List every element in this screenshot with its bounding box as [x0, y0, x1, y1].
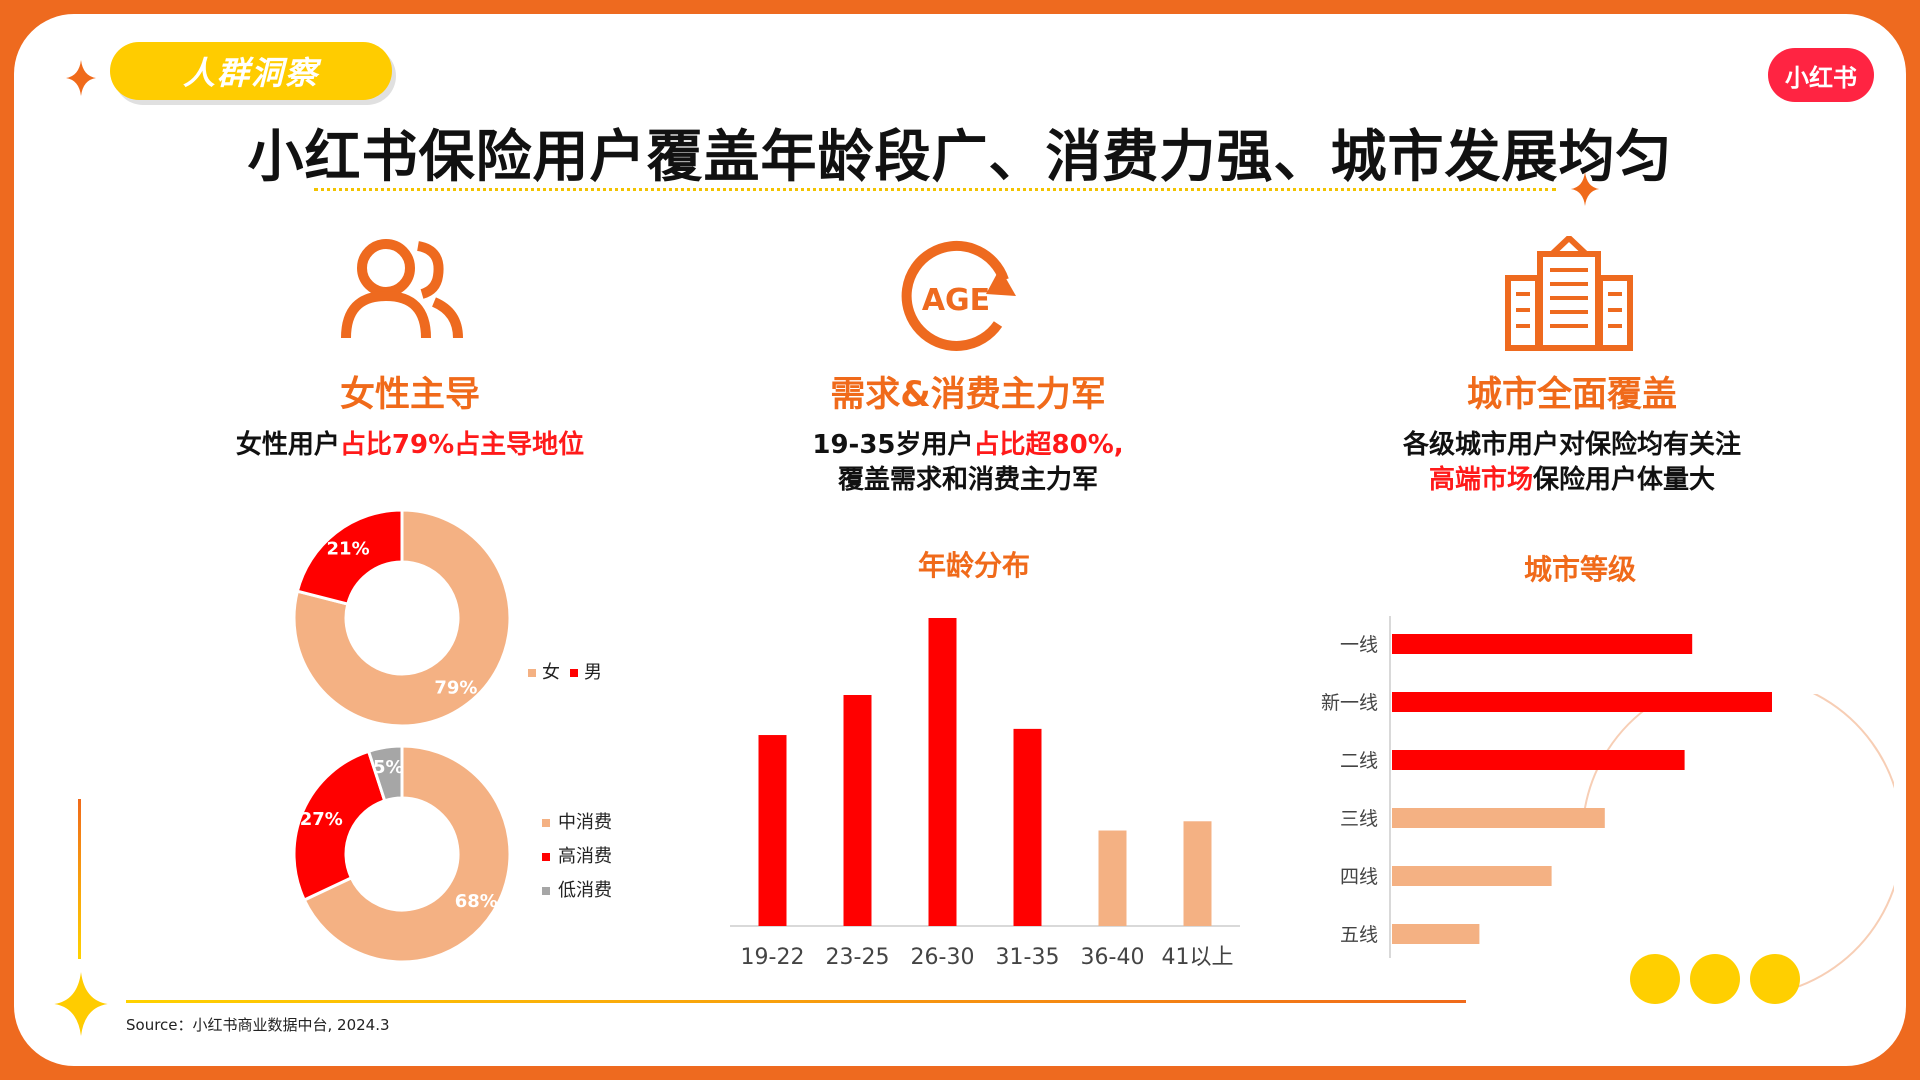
spending-legend-label-1: 高消费	[558, 846, 612, 867]
col2-desc: 19-35岁用户占比超80%, 覆盖需求和消费主力军	[812, 430, 1124, 495]
age-tick-label-5: 41以上	[1162, 945, 1234, 970]
col1-desc: 女性用户占比79%占主导地位	[235, 430, 585, 460]
age-bar-1	[843, 695, 872, 926]
col1-title: 女性主导	[339, 375, 480, 415]
spending-legend-label-0: 中消费	[558, 812, 612, 833]
page-title: 小红书保险用户覆盖年龄段广、消费力强、城市发展均匀	[247, 125, 1673, 190]
col3-desc: 各级城市用户对保险均有关注 高端市场保险用户体量大	[1402, 430, 1741, 495]
spending-legend-swatch-1	[542, 853, 550, 861]
age-tick-label-3: 31-35	[996, 945, 1060, 970]
section-tag-label: 人群洞察	[182, 54, 319, 92]
col2-title: 需求&消费主力军	[830, 375, 1106, 415]
decor-dot	[1690, 954, 1740, 1004]
age-bar-5	[1183, 821, 1212, 926]
spending-legend-label-2: 低消费	[558, 880, 612, 901]
section-tag: 人群洞察	[110, 42, 392, 100]
decor-dot	[1630, 954, 1680, 1004]
city-bar-3	[1392, 808, 1605, 828]
title-divider	[314, 188, 1556, 191]
svg-text:AGE: AGE	[922, 283, 990, 318]
age-tick-label-2: 26-30	[911, 945, 975, 970]
age-cycle-icon: AGE	[901, 240, 1016, 351]
city-tick-label-4: 四线	[1340, 866, 1378, 888]
gender-legend-label-0: 女	[542, 662, 560, 683]
left-accent-line	[78, 799, 81, 959]
source-note: Source：小红书商业数据中台, 2024.3	[126, 1016, 390, 1034]
spending-slice-2	[366, 744, 404, 803]
gender-slice-label-1: 21%	[327, 538, 370, 559]
city-bar-1	[1392, 692, 1772, 712]
gender-slice-label-0: 79%	[434, 678, 477, 699]
gender-legend-label-1: 男	[584, 662, 602, 683]
spending-slice-label-2: 5%	[373, 757, 404, 778]
city-tick-label-3: 三线	[1340, 808, 1378, 830]
gender-slice-1	[295, 508, 404, 606]
city-tick-label-1: 新一线	[1321, 692, 1378, 714]
age-bar-2	[928, 618, 957, 926]
sparkle-icon	[1570, 172, 1600, 206]
city-bar-2	[1392, 750, 1685, 770]
people-icon	[341, 239, 463, 339]
city-bar-5	[1392, 924, 1480, 944]
spending-slice-0	[302, 744, 512, 964]
decorative-arc	[1583, 694, 1894, 994]
city-tick-label-2: 二线	[1340, 750, 1378, 772]
sparkle-icon	[54, 972, 108, 1036]
spending-legend-swatch-2	[542, 887, 550, 895]
gender-legend-swatch-0	[528, 669, 536, 677]
city-bar-0	[1392, 634, 1693, 654]
spending-slice-1	[292, 749, 387, 902]
gender-slice-0	[292, 508, 512, 728]
gender-legend-swatch-1	[570, 669, 578, 677]
city-tick-label-0: 一线	[1340, 634, 1378, 656]
age-tick-label-0: 19-22	[741, 945, 805, 970]
building-icon	[1505, 236, 1633, 351]
city-chart-title: 城市等级	[1523, 553, 1636, 586]
slide: 人群洞察 小红书 小红书保险用户覆盖年龄段广、消费力强、城市发展均匀 女性主导 …	[14, 14, 1906, 1066]
spending-legend-swatch-0	[542, 819, 550, 827]
city-bar-4	[1392, 866, 1552, 886]
age-bar-chart: 19-22 23-25 26-30 31-35 36-40 41以上	[730, 618, 1240, 970]
age-bar-0	[758, 735, 787, 926]
age-bar-3	[1013, 728, 1042, 926]
decor-dot	[1750, 954, 1800, 1004]
bottom-divider	[126, 1000, 1466, 1003]
spending-slice-label-0: 68%	[455, 891, 498, 912]
spending-slice-label-1: 27%	[300, 809, 343, 830]
brand-logo: 小红书	[1768, 48, 1874, 102]
age-bar-4	[1098, 830, 1127, 926]
col3-title: 城市全面覆盖	[1466, 375, 1677, 415]
age-chart-title: 年龄分布	[917, 549, 1030, 582]
age-tick-label-4: 36-40	[1081, 945, 1145, 970]
sparkle-icon	[66, 60, 96, 96]
age-tick-label-1: 23-25	[826, 945, 890, 970]
city-tick-label-5: 五线	[1340, 924, 1378, 946]
